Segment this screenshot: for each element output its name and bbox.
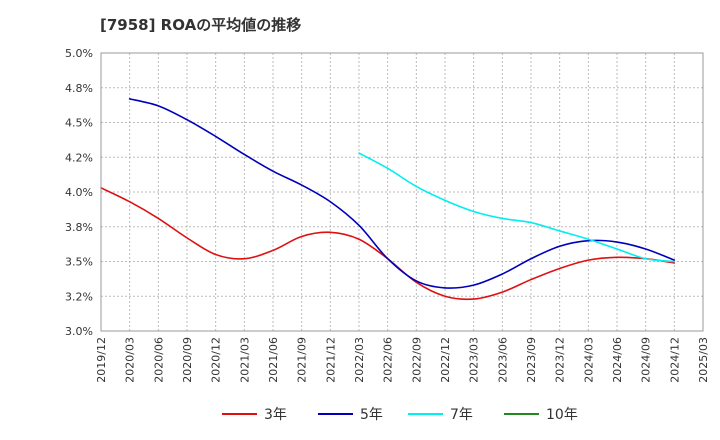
y-tick-label: 3.0% <box>65 325 93 338</box>
chart-title: [7958] ROAの平均値の推移 <box>100 16 302 34</box>
legend-label-1: 5年 <box>360 407 383 423</box>
legend-label-3: 10年 <box>546 407 578 423</box>
x-tick-label: 2022/03 <box>353 337 366 383</box>
legend: 3年 5年 7年 10年 <box>222 407 578 423</box>
x-axis-ticks: 2019/12 2020/03 2020/06 2020/09 2020/12 2021/… <box>95 337 710 383</box>
x-tick-label: 2024/06 <box>611 337 624 383</box>
x-tick-label: 2022/09 <box>410 337 423 383</box>
x-tick-label: 2023/06 <box>496 337 509 383</box>
series-line-2 <box>358 152 676 263</box>
y-tick-label: 3.5% <box>65 256 93 269</box>
x-tick-label: 2024/12 <box>668 337 681 383</box>
y-tick-label: 4.2% <box>65 151 93 164</box>
y-axis-ticks: 5.0% 4.8% 4.5% 4.2% 4.0% 3.8% 3.5% 3.2% 3.0% <box>65 47 93 338</box>
x-tick-label: 2020/09 <box>181 337 194 383</box>
x-tick-label: 2023/09 <box>525 337 538 383</box>
series-lines <box>100 98 676 301</box>
y-tick-label: 5.0% <box>65 47 93 60</box>
x-tick-label: 2024/03 <box>582 337 595 383</box>
x-tick-label: 2021/12 <box>324 337 337 383</box>
x-tick-label: 2023/12 <box>554 337 567 383</box>
plot-area-border <box>100 52 704 332</box>
x-tick-label: 2020/12 <box>210 337 223 383</box>
x-tick-label: 2021/03 <box>238 337 251 383</box>
x-tick-label: 2022/12 <box>439 337 452 383</box>
x-tick-label: 2022/06 <box>382 337 395 383</box>
grid-lines <box>100 52 704 332</box>
x-tick-label: 2021/06 <box>267 337 280 383</box>
x-tick-label: 2023/03 <box>468 337 481 383</box>
x-tick-label: 2025/03 <box>697 337 710 383</box>
legend-label-0: 3年 <box>264 407 287 423</box>
x-tick-label: 2020/06 <box>152 337 165 383</box>
y-tick-label: 4.8% <box>65 82 93 95</box>
x-tick-label: 2019/12 <box>95 337 108 383</box>
series-line-1 <box>128 98 676 289</box>
x-tick-label: 2020/03 <box>124 337 137 383</box>
legend-label-2: 7年 <box>450 407 473 423</box>
x-tick-label: 2024/09 <box>640 337 653 383</box>
y-tick-label: 4.5% <box>65 117 93 130</box>
x-tick-label: 2021/09 <box>296 337 309 383</box>
y-tick-label: 3.2% <box>65 290 93 303</box>
y-tick-label: 4.0% <box>65 186 93 199</box>
y-tick-label: 3.8% <box>65 221 93 234</box>
